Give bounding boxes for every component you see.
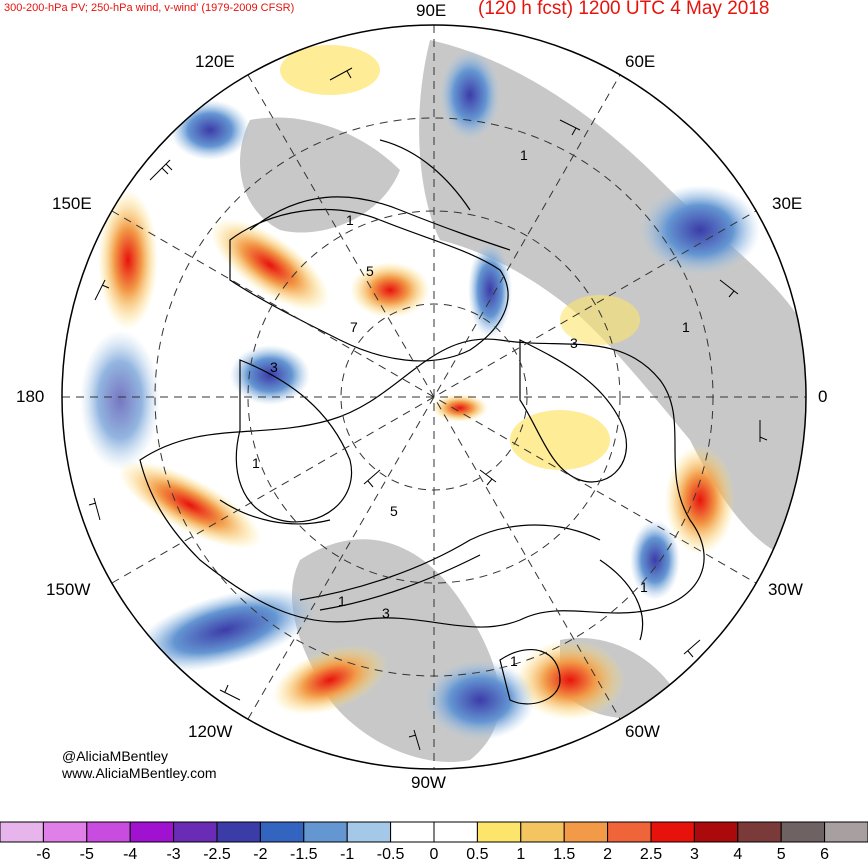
colorbar-swatch xyxy=(824,821,868,843)
contour-label: 3 xyxy=(270,359,278,375)
contour-label: 1 xyxy=(510,653,518,669)
colorbar-swatch xyxy=(216,821,261,843)
colorbar-swatch xyxy=(303,821,348,843)
colorbar-tick-label: 4 xyxy=(733,846,743,863)
lon-label-120w: 120W xyxy=(188,722,233,741)
colorbar-swatch xyxy=(520,821,565,843)
contour-label: 1 xyxy=(520,147,528,163)
contour-label: 1 xyxy=(682,319,690,335)
wind-barbs xyxy=(88,67,768,751)
colorbar-tick-label: -6 xyxy=(36,846,51,863)
polar-map: 1 1 1 3 7 5 1 1 3 1 3 5 1 xyxy=(61,24,807,770)
colorbar-tick-label: -2 xyxy=(253,846,268,863)
contour-value-labels: 1 1 1 3 7 5 1 1 3 1 3 5 1 xyxy=(252,147,690,669)
colorbar xyxy=(0,821,868,843)
colorbar-swatch xyxy=(737,821,782,843)
lat-lon-grid xyxy=(62,25,806,769)
colorbar-tick-label: -1 xyxy=(340,846,355,863)
colorbar-swatch xyxy=(607,821,652,843)
lon-label-90e: 90E xyxy=(416,1,447,20)
colorbar-swatch xyxy=(390,821,435,843)
contour-label: 1 xyxy=(338,593,346,609)
colorbar-swatch xyxy=(476,821,522,843)
contour-label: 1 xyxy=(346,212,354,228)
colorbar-tick-label: -5 xyxy=(79,846,94,863)
colorbar-swatch xyxy=(173,821,218,843)
credit-handle: @AliciaMBentley xyxy=(62,748,169,764)
colorbar-tick-label: -3 xyxy=(166,846,181,863)
contour-label: 5 xyxy=(390,503,398,519)
lon-label-30w: 30W xyxy=(768,580,803,599)
colorbar-tick-label: 0.5 xyxy=(466,846,489,863)
colorbar-tick-label: 2.5 xyxy=(639,846,663,863)
colorbar-tick-label: -4 xyxy=(123,846,138,863)
contour-label: 3 xyxy=(570,335,578,351)
colorbar-tick-label: 3 xyxy=(689,846,699,863)
v-wind-anomaly-shading xyxy=(80,45,760,740)
colorbar-tick-label: -2.5 xyxy=(203,846,231,863)
lon-label-150e: 150E xyxy=(52,194,92,213)
colorbar-tick-label: -1.5 xyxy=(290,846,318,863)
colorbar-tick-label: 5 xyxy=(776,846,786,863)
lon-label-60w: 60W xyxy=(625,722,660,741)
map-disk xyxy=(62,25,806,769)
contour-label: 7 xyxy=(350,319,358,335)
lon-label-150w: 150W xyxy=(46,580,91,599)
colorbar-swatch xyxy=(433,821,478,843)
colorbar-tick-label: 0 xyxy=(429,846,439,863)
colorbar-swatch xyxy=(42,821,88,843)
colorbar-swatch xyxy=(563,821,609,843)
colorbar-swatch xyxy=(693,821,739,843)
lon-label-60e: 60E xyxy=(625,52,656,71)
colorbar-swatch xyxy=(650,821,695,843)
lon-label-90w: 90W xyxy=(411,773,446,792)
map-boundary xyxy=(61,24,807,770)
contour-label: 3 xyxy=(382,605,390,621)
colorbar-tick-label: -0.5 xyxy=(376,846,405,863)
credit-website: www.AliciaMBentley.com xyxy=(62,765,217,781)
colorbar-tick-label: 1.5 xyxy=(553,846,576,863)
colorbar-swatch xyxy=(0,821,44,843)
map-title-left: 300-200-hPa PV; 250-hPa wind, v-wind' (1… xyxy=(4,2,295,14)
lon-label-0: 0 xyxy=(818,387,828,406)
colorbar-swatch xyxy=(780,821,826,843)
colorbar-tick-label: 2 xyxy=(603,846,613,863)
colorbar-swatch xyxy=(129,821,175,843)
contour-label: 1 xyxy=(640,579,648,595)
lon-label-180: 180 xyxy=(16,387,45,406)
contour-label: 5 xyxy=(366,263,374,279)
pv-contours xyxy=(139,139,705,705)
colorbar-tick-label: 6 xyxy=(820,846,830,863)
lon-label-120e: 120E xyxy=(195,52,235,71)
colorbar-tick-label: 1 xyxy=(516,846,526,863)
colorbar-swatch xyxy=(86,821,131,843)
lon-label-30e: 30E xyxy=(772,194,803,213)
contour-label: 1 xyxy=(252,455,260,471)
colorbar-swatch xyxy=(346,821,392,843)
map-title-right: (120 h fcst) 1200 UTC 4 May 2018 xyxy=(478,0,770,19)
colorbar-swatch xyxy=(259,821,305,843)
